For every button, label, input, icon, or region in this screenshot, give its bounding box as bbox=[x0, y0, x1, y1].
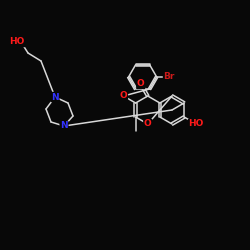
Text: HO: HO bbox=[188, 120, 204, 128]
Text: N: N bbox=[51, 92, 59, 102]
Text: HO: HO bbox=[9, 38, 25, 46]
Text: O: O bbox=[137, 80, 145, 88]
Text: O: O bbox=[120, 92, 128, 100]
Text: O: O bbox=[144, 120, 152, 128]
Text: Br: Br bbox=[164, 72, 175, 82]
Text: N: N bbox=[60, 122, 68, 130]
